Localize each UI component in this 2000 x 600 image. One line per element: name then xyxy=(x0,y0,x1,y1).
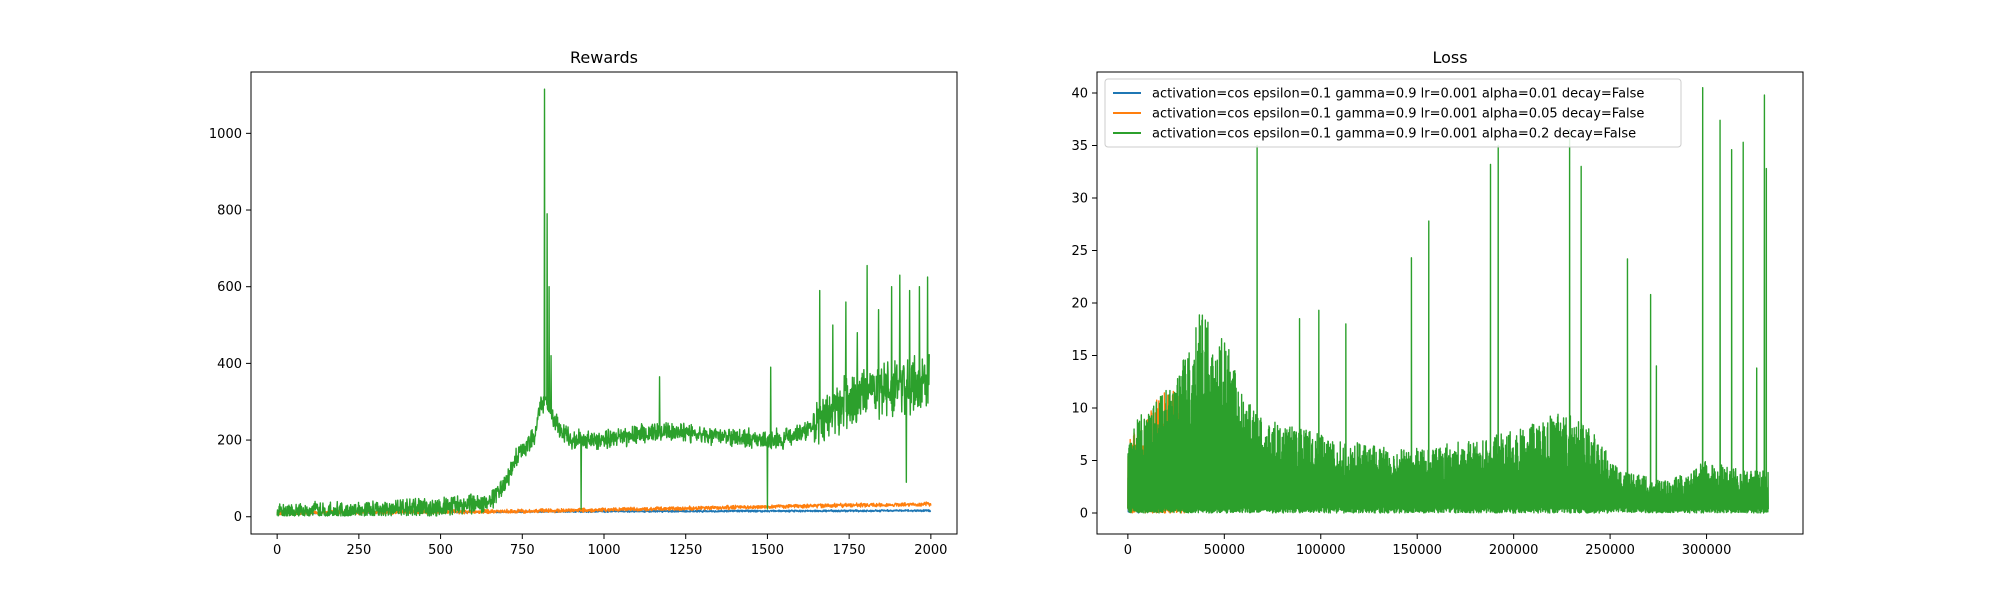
rewards-x-tick-label-2: 500 xyxy=(428,543,453,558)
loss-x-tick-label-4: 200000 xyxy=(1489,543,1539,558)
rewards-x-tick-label-3: 750 xyxy=(510,543,535,558)
rewards-y-tick-label-3: 600 xyxy=(217,280,242,295)
loss-y-tick-label-1: 5 xyxy=(1080,454,1088,469)
rewards-title: Rewards xyxy=(570,48,638,67)
loss-y-tick-label-6: 30 xyxy=(1071,192,1088,207)
rewards-y-tick-label-4: 800 xyxy=(217,204,242,219)
loss-legend: activation=cos epsilon=0.1 gamma=0.9 lr=… xyxy=(1104,78,1682,148)
loss-series xyxy=(1127,87,1769,514)
rewards-x-tick-label-1: 250 xyxy=(346,543,371,558)
loss-legend-box xyxy=(1104,78,1682,148)
loss-y-tick-label-5: 25 xyxy=(1071,244,1088,259)
loss-axis-ticks: 0 50000 100000 150000 200000 250000 300000 0 5 10… xyxy=(1071,87,1731,559)
loss-plot-frame xyxy=(1096,71,1804,535)
rewards-y-tick-label-0: 0 xyxy=(234,510,242,525)
rewards-axis-ticks: 0 250 500 750 1000 1250 1500 1750 2000 0 200 400 600… xyxy=(209,127,947,558)
rewards-y-tick-label-2: 400 xyxy=(217,357,242,372)
loss-x-tick-label-1: 50000 xyxy=(1204,543,1245,558)
loss-title: Loss xyxy=(1432,48,1467,67)
rewards-x-tick-label-7: 1750 xyxy=(833,543,866,558)
loss-legend-label-0: activation=cos epsilon=0.1 gamma=0.9 lr=… xyxy=(1152,87,1644,102)
rewards-x-tick-label-6: 1500 xyxy=(751,543,784,558)
loss-legend-label-1: activation=cos epsilon=0.1 gamma=0.9 lr=… xyxy=(1152,107,1644,122)
loss-x-tick-label-6: 300000 xyxy=(1682,543,1732,558)
loss-x-tick-label-2: 100000 xyxy=(1296,543,1346,558)
loss-y-tick-label-8: 40 xyxy=(1071,87,1088,102)
loss-x-tick-label-5: 250000 xyxy=(1585,543,1635,558)
loss-series-2-line xyxy=(1127,87,1769,514)
rewards-x-tick-label-5: 1250 xyxy=(669,543,702,558)
rewards-series xyxy=(276,88,932,517)
loss-panel: Loss 0 50000 100000 150000 200000 250000 30000… xyxy=(1071,48,1804,559)
rewards-series-2-line xyxy=(276,88,930,517)
rewards-x-tick-label-8: 2000 xyxy=(914,543,947,558)
loss-x-tick-label-3: 150000 xyxy=(1392,543,1442,558)
loss-legend-label-2: activation=cos epsilon=0.1 gamma=0.9 lr=… xyxy=(1152,127,1636,142)
loss-y-tick-label-0: 0 xyxy=(1080,507,1088,522)
loss-y-tick-label-3: 15 xyxy=(1071,349,1088,364)
rewards-plot-frame xyxy=(250,71,958,535)
rewards-x-tick-label-0: 0 xyxy=(273,543,281,558)
rewards-y-tick-label-5: 1000 xyxy=(209,127,242,142)
rewards-y-tick-label-1: 200 xyxy=(217,434,242,449)
rewards-panel: Rewards 0 250 500 750 1000 1250 1500 1750 2000 0 2… xyxy=(209,48,958,558)
loss-y-tick-label-7: 35 xyxy=(1071,139,1088,154)
loss-x-tick-label-0: 0 xyxy=(1124,543,1132,558)
loss-y-tick-label-2: 10 xyxy=(1071,402,1088,417)
rewards-x-tick-label-4: 1000 xyxy=(587,543,620,558)
loss-y-tick-label-4: 20 xyxy=(1071,297,1088,312)
